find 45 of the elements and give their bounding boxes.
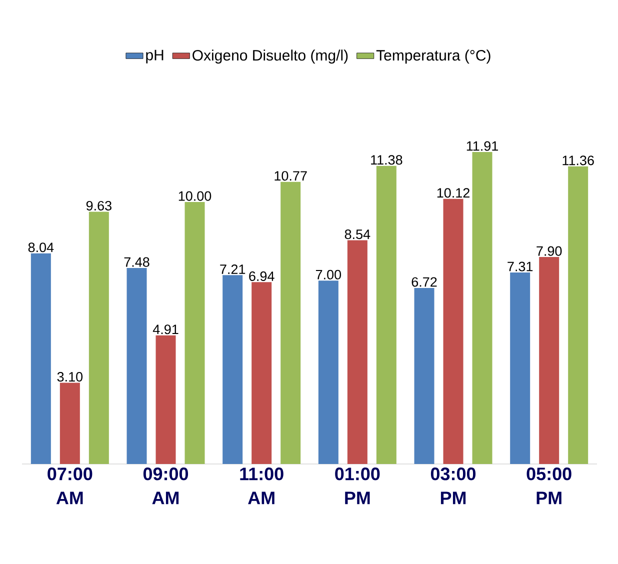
- data-label: 3.10: [57, 372, 83, 382]
- x-tick-label: 09:00 AM: [143, 468, 188, 504]
- x-tick-label: 11:00 AM: [240, 468, 284, 504]
- data-label: 11.36: [562, 156, 594, 166]
- bar: [280, 182, 301, 464]
- data-label: 9.63: [86, 200, 112, 211]
- bar: [443, 198, 464, 464]
- data-label: 6.94: [249, 271, 274, 281]
- x-tick-label: 01:00 PM: [335, 468, 380, 504]
- legend-label: Temperatura (°C): [376, 50, 490, 64]
- bar: [318, 280, 338, 464]
- data-label: 8.54: [344, 230, 370, 240]
- bar: [568, 166, 588, 464]
- bar: [88, 212, 109, 464]
- data-label: 7.48: [124, 257, 150, 267]
- data-label: 7.00: [316, 270, 342, 280]
- x-tick-label: 05:00 PM: [526, 468, 572, 504]
- bar: [252, 282, 272, 464]
- data-label: 7.31: [508, 262, 533, 272]
- data-label: 11.91: [466, 141, 498, 151]
- data-label: 10.00: [178, 191, 212, 201]
- bar: [376, 166, 396, 464]
- data-label: 6.72: [412, 277, 437, 287]
- bar: [539, 257, 560, 464]
- data-label: 11.38: [371, 155, 402, 165]
- bar: [60, 382, 80, 464]
- data-label: 10.12: [437, 188, 470, 198]
- data-label: 4.91: [152, 324, 178, 334]
- data-label: 7.21: [220, 264, 246, 274]
- x-tick-label: 03:00 PM: [430, 468, 476, 504]
- bar: [156, 335, 176, 464]
- x-tick-label: 07:00 AM: [48, 468, 92, 504]
- bar: [472, 152, 492, 464]
- data-label: 8.04: [28, 242, 54, 252]
- bar: [126, 268, 147, 464]
- bar: [184, 202, 205, 464]
- legend-label: Oxigeno Disuelto (mg/l): [192, 50, 348, 64]
- data-label: 10.77: [274, 171, 307, 181]
- bar: [222, 275, 243, 464]
- bar: [510, 272, 530, 464]
- legend-label: pH: [146, 50, 164, 64]
- bar: [414, 288, 434, 464]
- bar: [347, 240, 368, 464]
- data-label: 7.90: [536, 246, 562, 256]
- bar: [30, 253, 51, 464]
